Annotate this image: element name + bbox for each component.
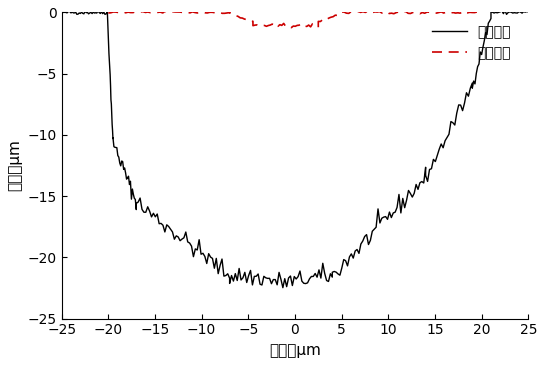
浅い空洞 <box>288 26 295 30</box>
深い空洞 <box>502 8 508 12</box>
浅い空洞 <box>259 23 266 28</box>
深い空洞 <box>318 276 324 280</box>
Line: 浅い空洞: 浅い空洞 <box>108 11 481 28</box>
Line: 深い空洞: 深い空洞 <box>61 10 528 288</box>
浅い空洞 <box>219 11 225 16</box>
深い空洞 <box>525 9 531 14</box>
浅い空洞 <box>105 11 112 15</box>
浅い空洞 <box>424 10 430 14</box>
深い空洞 <box>458 103 464 107</box>
深い空洞 <box>329 275 336 279</box>
深い空洞 <box>59 10 66 15</box>
浅い空洞 <box>395 10 402 14</box>
浅い空洞 <box>403 9 409 14</box>
浅い空洞 <box>464 11 471 15</box>
深い空洞 <box>319 261 326 265</box>
深い空洞 <box>485 21 492 26</box>
X-axis label: 位置、μm: 位置、μm <box>269 343 321 358</box>
深い空洞 <box>280 285 286 290</box>
Y-axis label: 深さ、μm: 深さ、μm <box>7 139 22 192</box>
浅い空洞 <box>162 9 169 14</box>
Legend: 深い空洞, 浅い空洞: 深い空洞, 浅い空洞 <box>426 19 517 65</box>
深い空洞 <box>58 10 65 14</box>
浅い空洞 <box>478 11 485 15</box>
